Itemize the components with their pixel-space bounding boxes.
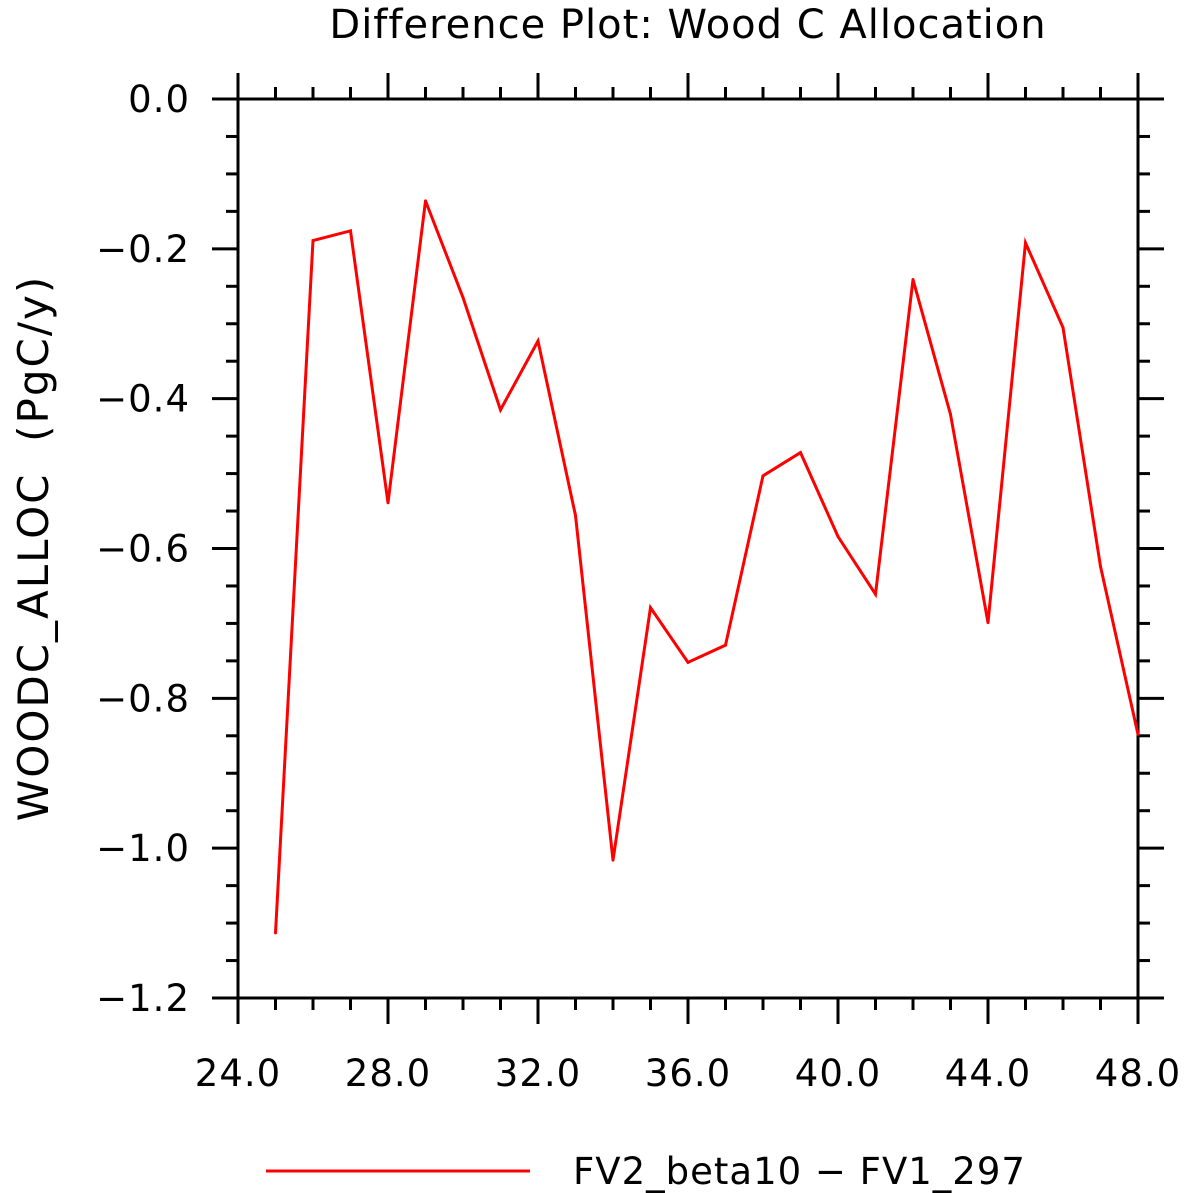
data-point xyxy=(949,412,952,416)
x-tick-label: 44.0 xyxy=(945,1052,1031,1095)
axis-ticks xyxy=(212,73,1164,1024)
chart-title: Difference Plot: Wood C Allocation xyxy=(329,2,1046,48)
y-tick-label: 0.0 xyxy=(128,78,190,121)
y-tick-label: −0.6 xyxy=(96,528,190,571)
y-tick-label: −0.2 xyxy=(96,228,190,271)
data-point xyxy=(536,339,540,343)
data-point xyxy=(349,229,352,233)
data-point xyxy=(1061,325,1065,329)
y-tick-label: −0.8 xyxy=(96,677,190,720)
data-point xyxy=(386,501,390,505)
data-point xyxy=(1099,564,1102,568)
data-point xyxy=(761,474,765,478)
x-tick-label: 24.0 xyxy=(195,1052,281,1095)
axis-tick-labels: 24.0 28.0 32.0 36.0 40.0 44.0 48.0 0.0 −0.2 −0.4 −… xyxy=(96,78,1181,1095)
series-line xyxy=(274,200,1140,933)
y-tick-label: −1.0 xyxy=(96,827,190,870)
data-point xyxy=(836,535,840,539)
data-point xyxy=(874,592,877,596)
data-point xyxy=(799,451,802,455)
x-tick-label: 36.0 xyxy=(645,1052,731,1095)
y-axis-label: WOODC_ALLOC (PgC/y) xyxy=(9,275,58,822)
plot-area-frame xyxy=(236,97,1140,1000)
data-point xyxy=(274,931,277,935)
legend: FV2_beta10 − FV1_297 xyxy=(266,1150,1026,1193)
data-point xyxy=(911,278,915,282)
data-point xyxy=(611,858,615,862)
data-point xyxy=(1024,241,1027,245)
y-tick-label: −0.4 xyxy=(96,378,190,421)
data-point xyxy=(424,199,427,203)
series-layer xyxy=(274,199,1140,935)
data-point xyxy=(724,643,727,647)
x-tick-label: 48.0 xyxy=(1095,1052,1181,1095)
data-point xyxy=(461,296,465,300)
x-tick-label: 28.0 xyxy=(345,1052,431,1095)
data-point xyxy=(1136,732,1140,736)
data-point xyxy=(499,408,502,412)
data-point xyxy=(986,621,990,625)
data-point xyxy=(649,606,652,610)
x-tick-label: 32.0 xyxy=(495,1052,581,1095)
x-tick-label: 40.0 xyxy=(795,1052,881,1095)
data-point xyxy=(686,660,690,664)
data-point xyxy=(311,239,315,243)
legend-label: FV2_beta10 − FV1_297 xyxy=(573,1150,1026,1193)
data-point xyxy=(574,514,577,518)
y-tick-label: −1.2 xyxy=(96,977,190,1020)
y-axis-label-text: WOODC_ALLOC (PgC/y) xyxy=(9,275,58,822)
